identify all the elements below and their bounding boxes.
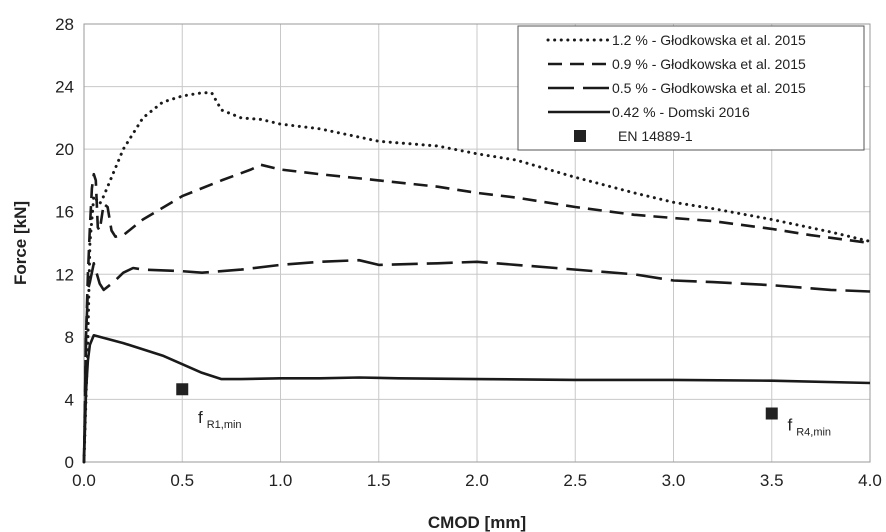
en14889-marker (765, 407, 778, 420)
annotation-label: f R1,min (198, 408, 242, 431)
x-tick-label: 0.5 (170, 471, 194, 490)
legend-box (517, 25, 865, 151)
x-tick-label: 1.0 (269, 471, 293, 490)
y-tick-label: 4 (65, 390, 74, 409)
series-line-3 (82, 258, 871, 463)
legend-label: 0.42 % - Domski 2016 (612, 104, 750, 120)
x-axis-title: CMOD [mm] (428, 513, 526, 532)
series-layer (82, 91, 872, 464)
legend-label: 0.9 % - Głodkowska et al. 2015 (612, 56, 806, 72)
x-tick-label: 3.0 (662, 471, 686, 490)
legend-marker (574, 130, 586, 142)
series-line-4 (82, 334, 871, 463)
en14889-marker (176, 383, 189, 396)
annotations: f R1,min f R4,min (198, 408, 831, 439)
x-tick-label: 1.5 (367, 471, 391, 490)
x-tick-label: 0.0 (72, 471, 96, 490)
legend: 1.2 % - Głodkowska et al. 2015 0.9 % - Gł… (517, 25, 865, 151)
y-tick-label: 16 (55, 203, 74, 222)
y-tick-label: 12 (55, 265, 74, 284)
series-line-1 (82, 91, 872, 464)
y-tick-label: 8 (65, 328, 74, 347)
plot-frame (83, 23, 871, 463)
y-axis-title: Force [kN] (11, 201, 30, 285)
legend-label: EN 14889-1 (618, 128, 693, 144)
tick-labels: 0.0 0.5 1.0 1.5 2.0 2.5 3.0 3.5 4.0 0 4 8 12 16 20 24 28 (55, 15, 882, 490)
legend-label: 0.5 % - Głodkowska et al. 2015 (612, 80, 806, 96)
x-tick-label: 2.5 (563, 471, 587, 490)
y-tick-label: 24 (55, 78, 74, 97)
legend-label: 1.2 % - Głodkowska et al. 2015 (612, 32, 806, 48)
x-tick-label: 4.0 (858, 471, 882, 490)
x-tick-label: 3.5 (760, 471, 784, 490)
y-tick-label: 0 (65, 453, 74, 472)
annotation-label: f R4,min (787, 416, 831, 439)
x-tick-label: 2.0 (465, 471, 489, 490)
series-line-2 (82, 163, 871, 463)
y-tick-label: 20 (55, 140, 74, 159)
y-tick-label: 28 (55, 15, 74, 34)
